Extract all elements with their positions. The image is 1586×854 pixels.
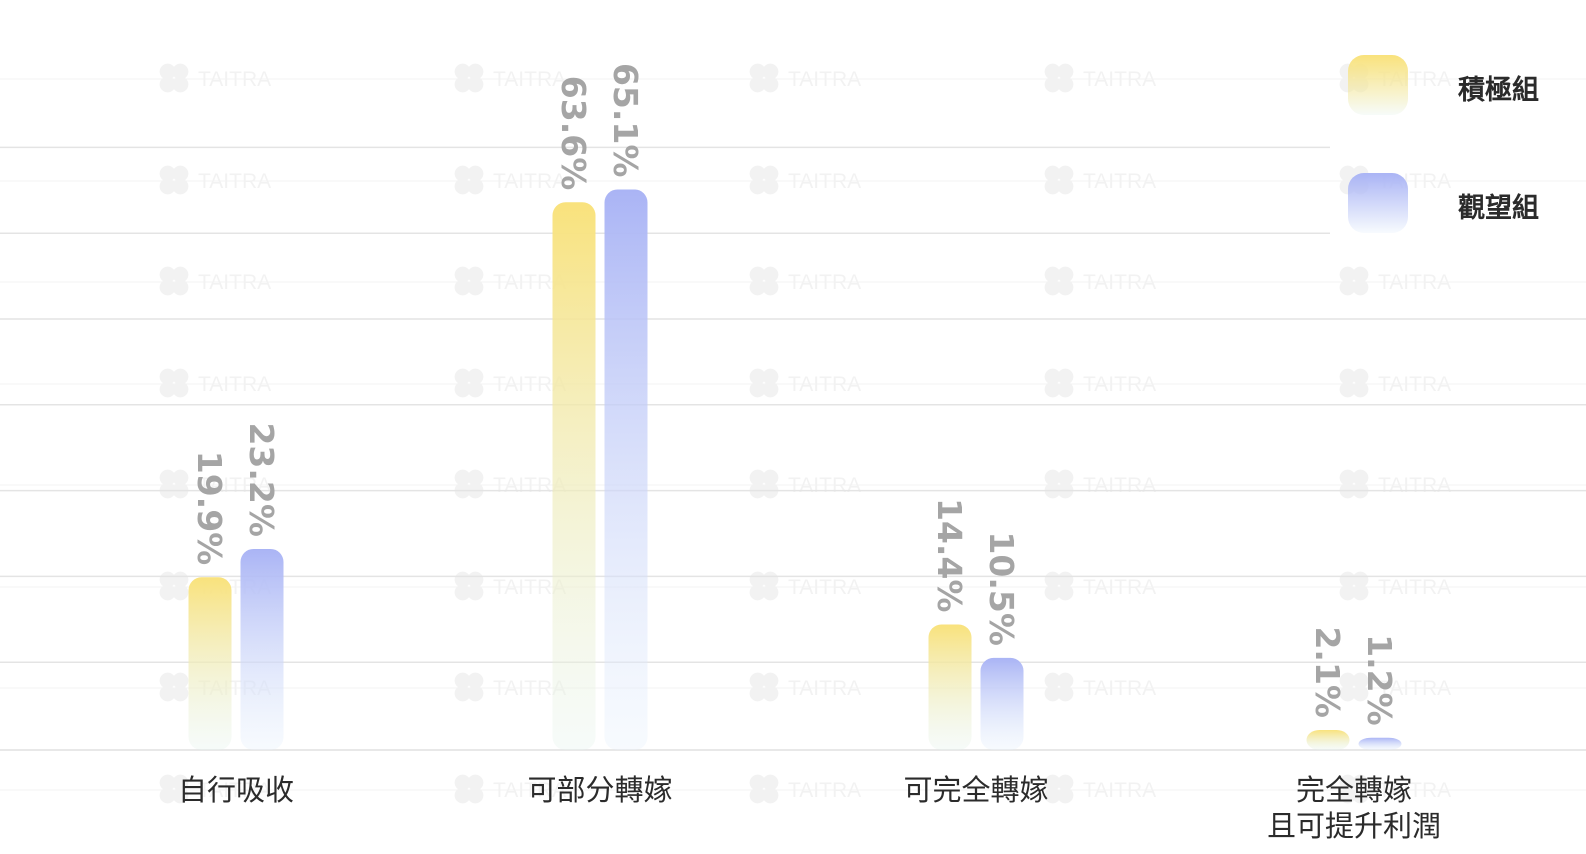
legend: 積極組 觀望組	[1340, 50, 1570, 286]
watermark-tile: TAITRA	[454, 368, 566, 398]
legend-label-watching: 觀望組	[1458, 193, 1539, 224]
watermark-tile: TAITRA	[749, 774, 861, 804]
category-label: 可完全轉嫁	[903, 773, 1048, 807]
watermark-tile: TAITRA	[159, 165, 271, 195]
watermark-tile: TAITRA	[454, 63, 566, 93]
legend-label-active: 積極組	[1458, 75, 1539, 106]
watermark-tile: TAITRA	[454, 266, 566, 296]
bar-watching-3	[1358, 737, 1402, 750]
value-label: 65.1%	[606, 63, 645, 178]
value-label: 2.1%	[1308, 626, 1347, 718]
value-label: 1.2%	[1360, 634, 1399, 726]
watermark-tile: TAITRA	[1339, 469, 1451, 499]
value-label: 23.2%	[242, 422, 281, 537]
category-label: 完全轉嫁	[1296, 773, 1412, 807]
bar-active-2	[928, 624, 972, 750]
watermark-tile: TAITRA	[1044, 672, 1156, 702]
watermark-tile: TAITRA	[454, 469, 566, 499]
value-label: 63.6%	[554, 76, 593, 191]
value-labels-layer: 19.9% 23.2% 63.6% 65.1% 14.4% 10.5% 2.1% 1.2%	[190, 63, 1399, 726]
watermark-tile: TAITRA	[749, 266, 861, 296]
bar-watching-0	[240, 548, 284, 750]
bar-watching-2	[980, 657, 1024, 750]
legend-item-watching: 觀望組	[1340, 168, 1570, 286]
watermark-tile: TAITRA	[159, 266, 271, 296]
watermark-tile: TAITRA	[749, 165, 861, 195]
value-label: 19.9%	[190, 451, 229, 566]
watermark-tile: TAITRA	[1044, 368, 1156, 398]
watermark-tile: TAITRA	[454, 165, 566, 195]
watermark-tile: TAITRA	[159, 63, 271, 93]
value-label: 10.5%	[982, 531, 1021, 646]
bar-active-3	[1306, 729, 1350, 750]
category-label: 且可提升利潤	[1267, 809, 1441, 843]
watermark-tile: TAITRA	[159, 368, 271, 398]
watermark-tile: TAITRA	[1044, 469, 1156, 499]
legend-item-active: 積極組	[1340, 50, 1570, 168]
bars-layer	[188, 189, 1402, 750]
watermark-tile: TAITRA	[1339, 774, 1451, 804]
watermark-tile: TAITRA	[749, 63, 861, 93]
legend-swatch-watching	[1348, 173, 1408, 233]
watermark-tile: TAITRA	[1339, 368, 1451, 398]
watermark-tile: TAITRA	[1044, 63, 1156, 93]
watermark-tile: TAITRA	[749, 368, 861, 398]
watermark-tile: TAITRA	[749, 469, 861, 499]
bar-active-1	[552, 202, 596, 750]
category-label: 自行吸收	[178, 773, 294, 807]
category-label: 可部分轉嫁	[527, 773, 672, 807]
watermark-tile: TAITRA	[454, 571, 566, 601]
watermark-tile: TAITRA	[1044, 774, 1156, 804]
value-label: 14.4%	[930, 498, 969, 613]
watermark-tile: TAITRA	[749, 672, 861, 702]
bar-watching-1	[604, 189, 648, 750]
bar-active-0	[188, 577, 232, 750]
watermark-tile: TAITRA	[1044, 266, 1156, 296]
legend-swatch-active	[1348, 55, 1408, 115]
watermark-tile: TAITRA	[454, 672, 566, 702]
watermark-tile: TAITRA	[1044, 165, 1156, 195]
